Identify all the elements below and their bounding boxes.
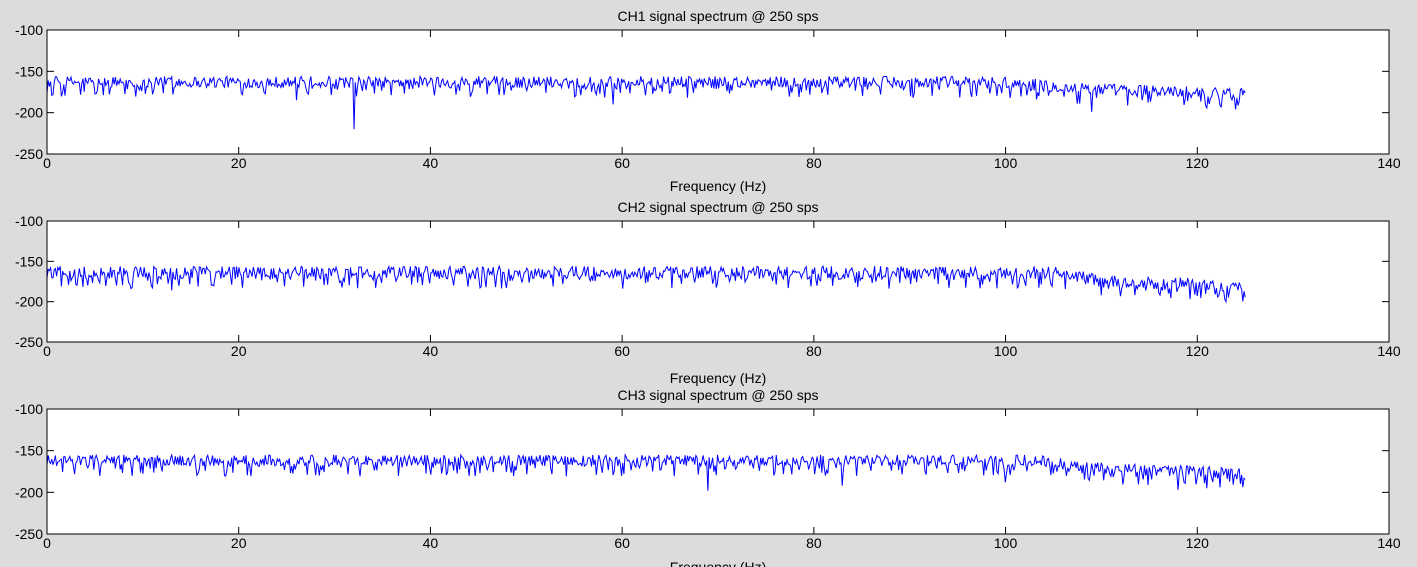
x-tick-label: 0 [43,155,51,171]
ch3-title: CH3 signal spectrum @ 250 sps [618,387,819,403]
y-tick-label: -200 [15,294,43,310]
ch2-xlabel: Frequency (Hz) [670,370,766,386]
y-tick-label: -250 [15,334,43,350]
ch3-xlabel: Frequency (Hz) [670,559,766,567]
x-tick-label: 100 [994,155,1018,171]
x-tick-label: 0 [43,535,51,551]
ch1-xlabel: Frequency (Hz) [670,178,766,194]
ch3-axes-frame [46,408,1390,535]
x-tick-label: 20 [231,155,247,171]
x-tick-label: 60 [614,155,630,171]
x-tick-label: 120 [1186,343,1210,359]
x-tick-label: 40 [423,535,439,551]
x-tick-label: 120 [1186,155,1210,171]
x-tick-label: 140 [1377,343,1401,359]
y-tick-label: -250 [15,146,43,162]
x-tick-label: 60 [614,343,630,359]
y-tick-label: -100 [15,401,43,417]
subplot-ch1: CH1 signal spectrum @ 250 sps 0 20 40 60 80 1… [15,8,1401,194]
x-tick-label: 20 [231,535,247,551]
ch2-ticks: 0 20 40 60 80 100 120 140 -100 -150 -200 -250 [15,213,1401,359]
y-tick-label: -100 [15,213,43,229]
x-tick-label: 40 [423,155,439,171]
y-tick-label: -200 [15,484,43,500]
y-tick-label: -200 [15,105,43,121]
ch2-title: CH2 signal spectrum @ 250 sps [618,199,819,215]
x-tick-label: 100 [994,343,1018,359]
ch1-ticks: 0 20 40 60 80 100 120 140 -100 -150 -200 -250 [15,22,1401,171]
ch3-spectrum-line [46,453,1246,491]
ch2-spectrum-line [46,264,1246,304]
y-tick-label: -150 [15,63,43,79]
x-tick-label: 120 [1186,535,1210,551]
x-tick-label: 140 [1377,535,1401,551]
y-tick-label: -150 [15,253,43,269]
ch3-ticks: 0 20 40 60 80 100 120 140 -100 -150 -200 -250 [15,401,1401,551]
y-tick-label: -250 [15,526,43,542]
x-tick-label: 100 [994,535,1018,551]
subplot-ch3: CH3 signal spectrum @ 250 sps 0 20 40 60 80 1… [15,387,1401,567]
ch3-plot-area [47,409,1389,534]
ch1-title: CH1 signal spectrum @ 250 sps [618,8,819,24]
x-tick-label: 20 [231,343,247,359]
x-tick-label: 60 [614,535,630,551]
y-tick-label: -100 [15,22,43,38]
x-tick-label: 80 [806,155,822,171]
x-tick-label: 40 [423,343,439,359]
subplot-ch2: CH2 signal spectrum @ 250 sps 0 20 40 60 80 1… [15,199,1401,386]
x-tick-label: 140 [1377,155,1401,171]
y-tick-label: -150 [15,443,43,459]
x-tick-label: 0 [43,343,51,359]
ch1-plot-area [47,30,1389,154]
ch1-axes-frame [46,29,1390,155]
x-tick-label: 80 [806,535,822,551]
ch1-spectrum-line [46,74,1246,130]
x-tick-label: 80 [806,343,822,359]
ch2-axes-frame [46,220,1390,343]
